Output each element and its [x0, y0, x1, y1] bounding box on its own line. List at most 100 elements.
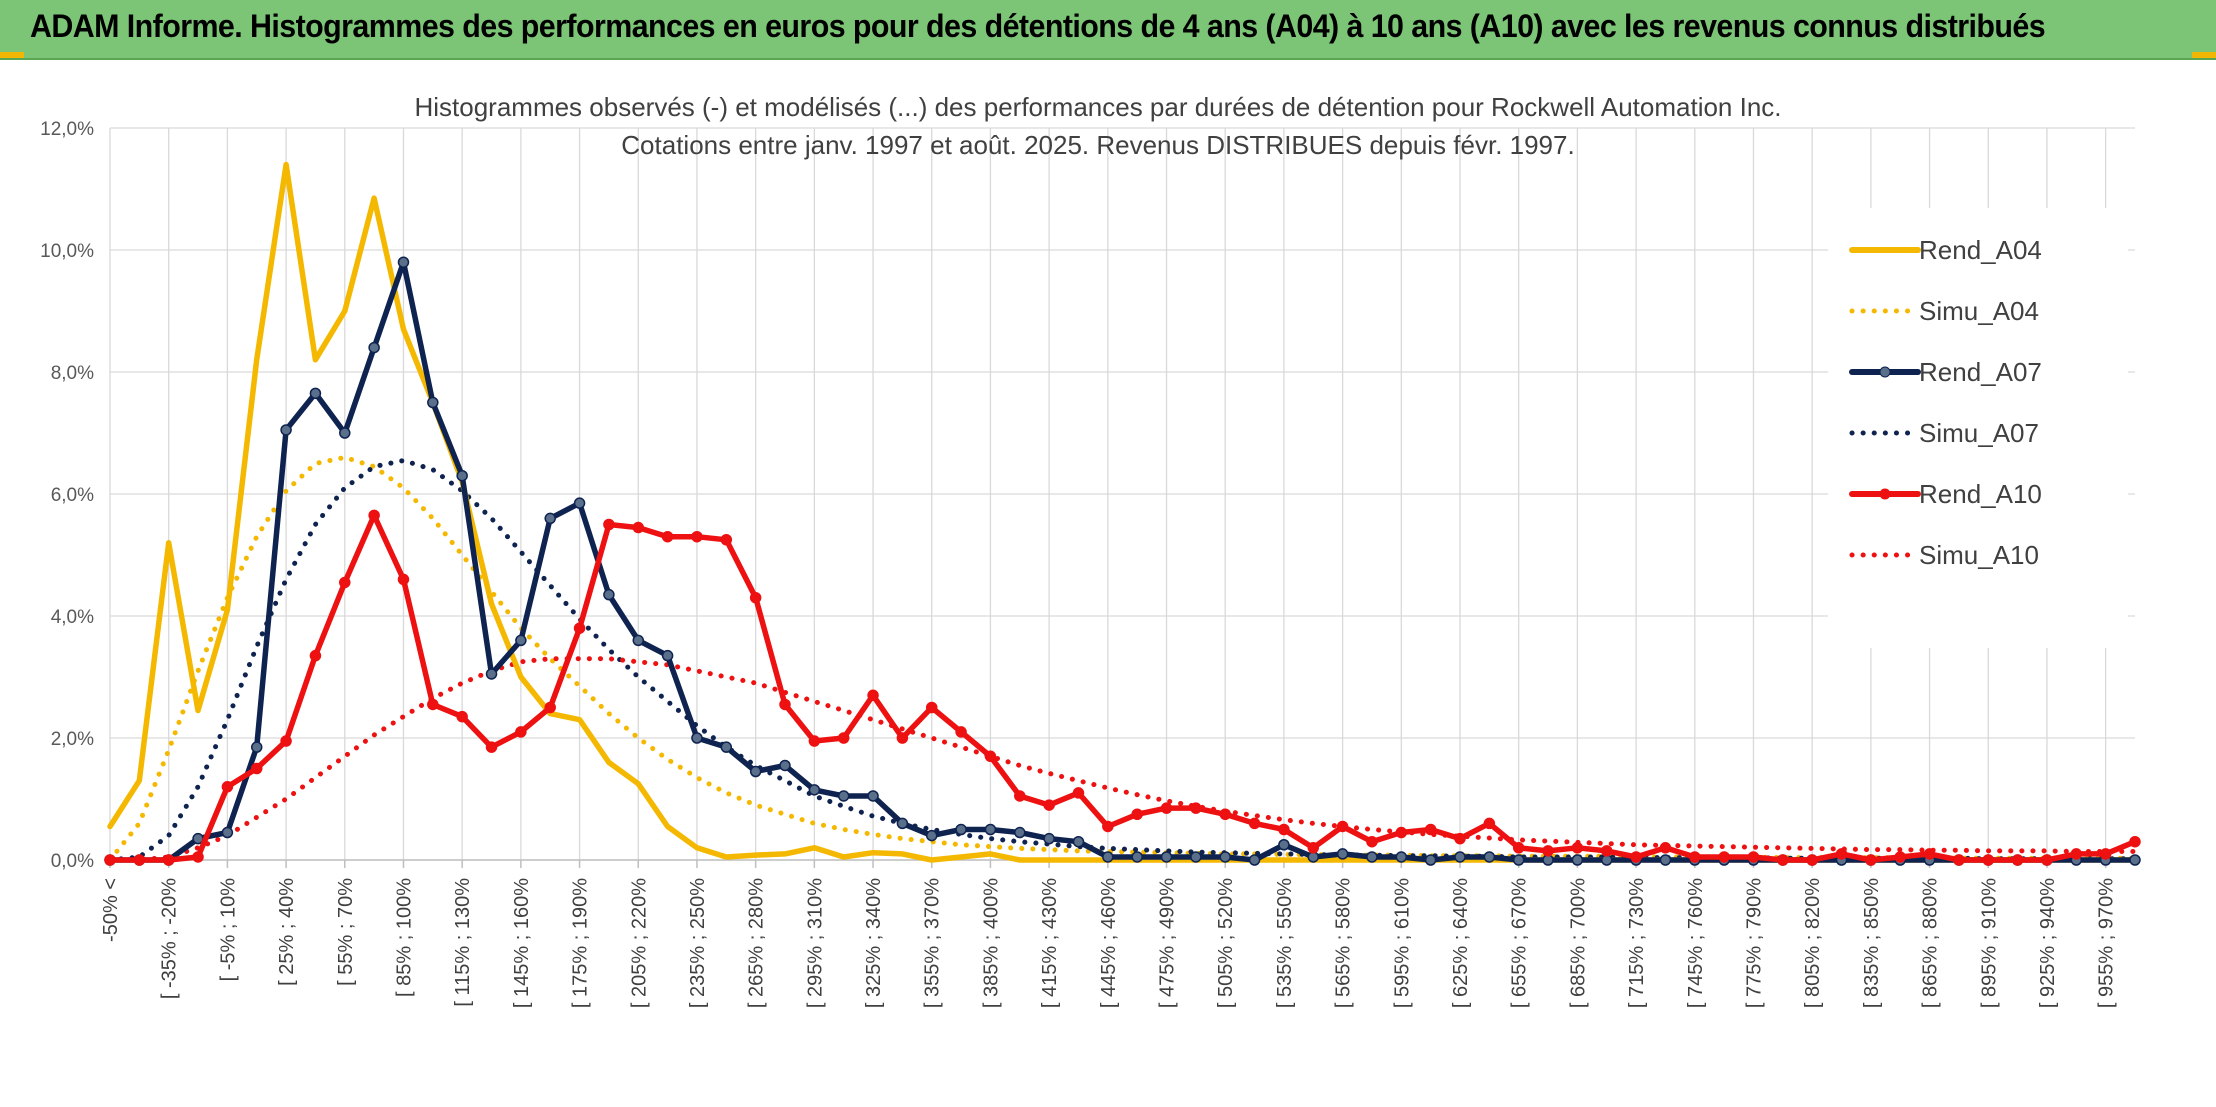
x-tick-label: [ 895% ; 910% — [1978, 878, 2000, 1008]
x-tick-label: [ 475% ; 490% — [1157, 878, 1179, 1008]
point-rend-a10 — [2070, 848, 2083, 860]
point-rend-a10 — [1072, 787, 1085, 799]
x-tick-label: [ 235% ; 250% — [687, 878, 709, 1008]
report-banner: ADAM Informe. Histogrammes des performan… — [0, 0, 2216, 60]
histogram-line-chart: Histogrammes observés (-) et modélisés (… — [40, 92, 2141, 1008]
point-rend-a10 — [632, 521, 645, 534]
point-rend-a10 — [1190, 802, 1202, 814]
x-tick-label: [ 745% ; 760% — [1685, 878, 1707, 1008]
point-rend-a10 — [925, 701, 938, 714]
point-rend-a07 — [280, 424, 292, 436]
point-rend-a07 — [573, 497, 586, 509]
point-rend-a07 — [603, 588, 615, 601]
point-rend-a10 — [1160, 802, 1173, 814]
y-axis: 0,0% 2,0% 4,0% 6,0% 8,0% 10,0% 12,0% — [40, 119, 94, 872]
point-rend-a10 — [1600, 845, 1613, 857]
x-tick-label: [ 955% ; 970% — [2096, 878, 2118, 1008]
legend-label: Rend_A10 — [1919, 479, 2042, 509]
point-rend-a07 — [1336, 848, 1349, 860]
point-rend-a10 — [1278, 823, 1290, 836]
point-rend-a07 — [691, 732, 703, 744]
point-rend-a07 — [1366, 851, 1378, 863]
chart-subtitle: Cotations entre janv. 1997 et août. 2025… — [621, 130, 1574, 160]
point-rend-a07 — [2129, 854, 2141, 866]
x-tick-label: [ 25% ; 40% — [276, 878, 298, 986]
series-lines — [104, 161, 2141, 866]
x-tick-label: [ 715% ; 730% — [1626, 878, 1648, 1008]
point-rend-a10 — [1454, 832, 1466, 845]
point-rend-a10 — [456, 710, 468, 723]
y-tick-label: 4,0% — [51, 607, 94, 628]
x-tick-label: [ 925% ; 940% — [2037, 878, 2059, 1008]
y-tick-label: 12,0% — [40, 119, 94, 140]
point-rend-a07 — [808, 784, 821, 796]
point-rend-a07 — [984, 823, 997, 836]
point-rend-a10 — [1865, 854, 1877, 866]
x-tick-label: [ 265% ; 280% — [746, 878, 768, 1008]
point-rend-a10 — [2129, 835, 2141, 848]
legend-background — [1828, 208, 2128, 648]
point-rend-a07 — [661, 649, 674, 662]
x-tick-label: [ 535% ; 550% — [1274, 878, 1296, 1008]
y-tick-label: 6,0% — [51, 485, 94, 506]
point-rend-a10 — [1718, 851, 1730, 863]
point-rend-a10 — [544, 701, 556, 714]
legend-item-simu-a07: Simu_A07 — [1849, 418, 2039, 448]
series-line-simu-a10 — [107, 656, 2138, 863]
x-tick-label: [ 355% ; 370% — [922, 878, 944, 1008]
point-rend-a10 — [1307, 842, 1320, 854]
x-axis: -50% < [ -35% ; -20% [ -5% ; 10% [ 25% ; 40… — [100, 859, 2135, 1008]
point-rend-a07 — [1131, 851, 1143, 863]
banner-accent-left — [0, 52, 24, 58]
point-rend-a07 — [837, 790, 850, 802]
point-rend-a07 — [1190, 851, 1202, 863]
point-rend-a10 — [368, 509, 380, 522]
point-rend-a07 — [1424, 854, 1437, 866]
point-rend-a07 — [1395, 851, 1408, 863]
x-tick-label: [ 175% ; 190% — [570, 878, 592, 1008]
legend-label: Rend_A07 — [1919, 357, 2042, 387]
x-tick-label: [ 505% ; 520% — [1215, 878, 1237, 1008]
point-rend-a10 — [280, 735, 292, 747]
point-rend-a07 — [1571, 854, 1584, 866]
point-rend-a10 — [192, 851, 204, 863]
point-rend-a10 — [1571, 842, 1584, 854]
point-rend-a07 — [1454, 851, 1466, 863]
point-rend-a07 — [368, 341, 380, 354]
point-rend-a10 — [1689, 851, 1701, 863]
legend-item-rend-a10: Rend_A10 — [1849, 479, 2042, 509]
point-rend-a07 — [309, 387, 322, 400]
point-rend-a10 — [691, 530, 703, 543]
x-tick-label: [ 55% ; 70% — [335, 878, 357, 986]
y-tick-label: 8,0% — [51, 363, 94, 384]
point-rend-a07 — [632, 634, 645, 647]
x-tick-label: [ 595% ; 610% — [1391, 878, 1413, 1008]
x-tick-label: [ 445% ; 460% — [1098, 878, 1120, 1008]
point-rend-a10 — [1131, 808, 1143, 820]
point-rend-a10 — [1043, 799, 1055, 811]
point-rend-a07 — [1512, 854, 1525, 866]
point-rend-a10 — [1424, 823, 1437, 836]
point-rend-a07 — [1219, 851, 1231, 863]
x-tick-label: [ 85% ; 100% — [393, 878, 415, 997]
point-rend-a07 — [749, 765, 762, 778]
point-rend-a07 — [250, 741, 263, 753]
point-rend-a10 — [1014, 790, 1026, 802]
point-rend-a10 — [1336, 820, 1349, 833]
point-rend-a10 — [427, 698, 439, 711]
chart-title: Histogrammes observés (-) et modélisés (… — [414, 92, 1781, 122]
legend-label: Rend_A04 — [1919, 235, 2042, 265]
point-rend-a10 — [984, 750, 997, 763]
legend-marker — [1879, 488, 1891, 500]
point-rend-a10 — [1982, 854, 1995, 866]
x-tick-label: [ 625% ; 640% — [1450, 878, 1472, 1008]
x-tick-label: [ 685% ; 700% — [1567, 878, 1589, 1008]
point-rend-a07 — [339, 427, 351, 439]
point-rend-a10 — [808, 735, 821, 747]
point-rend-a10 — [1483, 817, 1496, 830]
point-rend-a07 — [1043, 832, 1055, 845]
point-rend-a10 — [573, 622, 586, 634]
point-rend-a10 — [397, 573, 410, 586]
point-rend-a10 — [603, 518, 615, 531]
point-rend-a10 — [1248, 817, 1261, 830]
